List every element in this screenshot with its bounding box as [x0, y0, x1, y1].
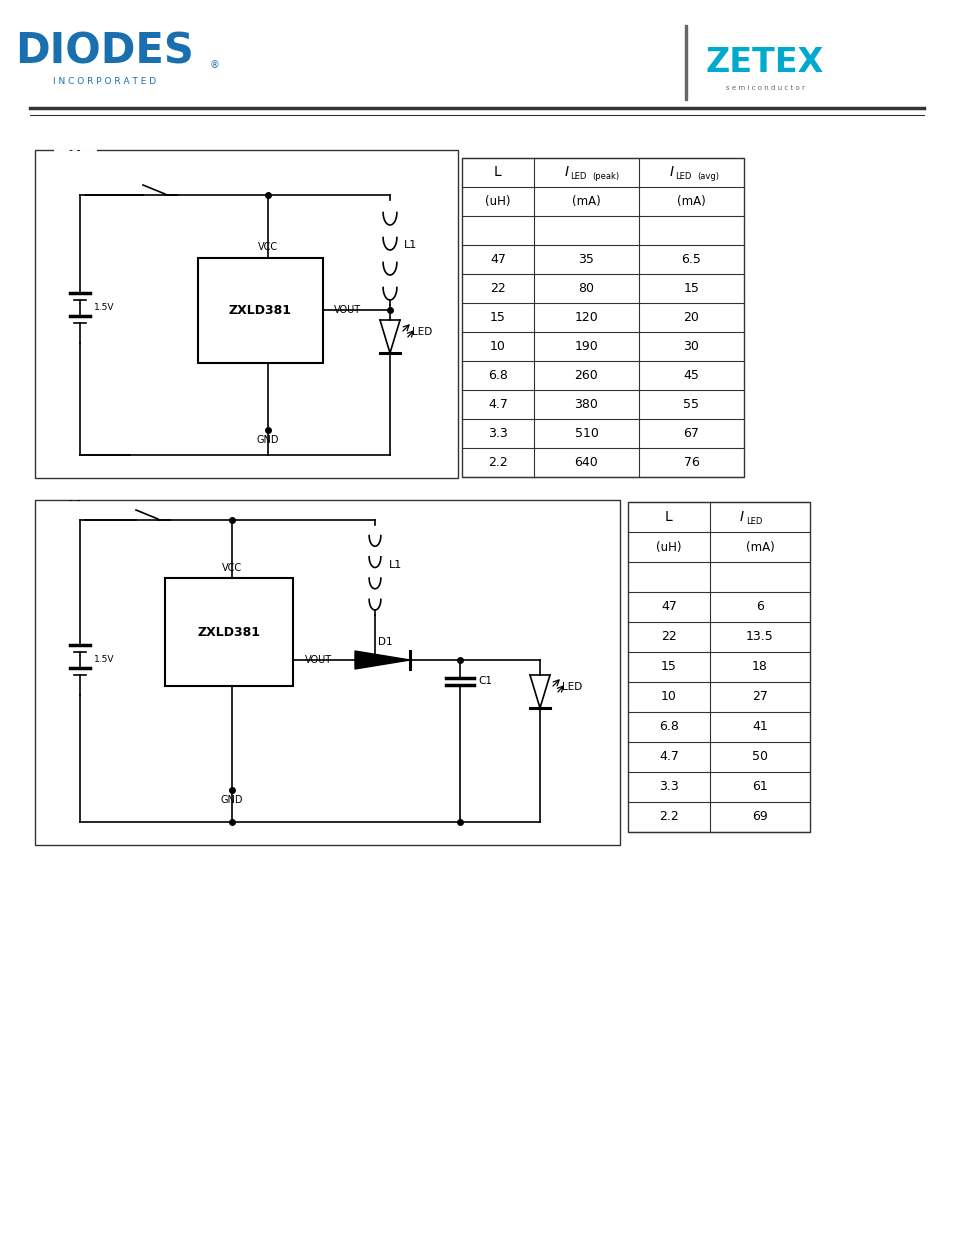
Text: 260: 260 — [574, 369, 598, 382]
Bar — [35, 500, 619, 845]
Text: 50: 50 — [751, 751, 767, 763]
Text: 15: 15 — [660, 661, 677, 673]
Text: VOUT: VOUT — [334, 305, 361, 315]
Text: 35: 35 — [578, 253, 594, 266]
Text: 15: 15 — [490, 311, 505, 324]
Text: L: L — [664, 510, 672, 524]
Text: VCC: VCC — [222, 563, 242, 573]
Text: 1.5V: 1.5V — [94, 656, 114, 664]
Text: 120: 120 — [574, 311, 598, 324]
Text: 76: 76 — [683, 456, 699, 469]
Text: (avg): (avg) — [697, 172, 719, 182]
Text: GND: GND — [220, 795, 243, 805]
Text: 6: 6 — [756, 600, 763, 614]
Text: (mA): (mA) — [572, 195, 600, 207]
Text: 640: 640 — [574, 456, 598, 469]
Text: 510: 510 — [574, 427, 598, 440]
Text: 55: 55 — [682, 398, 699, 411]
Text: 1.5V: 1.5V — [94, 304, 114, 312]
Text: 47: 47 — [490, 253, 505, 266]
Text: (peak): (peak) — [592, 172, 619, 182]
Text: 61: 61 — [751, 781, 767, 794]
Text: 10: 10 — [490, 340, 505, 353]
Text: I: I — [740, 510, 743, 524]
Text: I: I — [669, 165, 673, 179]
Text: 30: 30 — [683, 340, 699, 353]
Polygon shape — [355, 651, 410, 669]
Text: 3.3: 3.3 — [488, 427, 507, 440]
Text: 3.3: 3.3 — [659, 781, 679, 794]
Text: L: L — [494, 165, 501, 179]
Text: 380: 380 — [574, 398, 598, 411]
Text: GND: GND — [256, 435, 279, 445]
Text: L1: L1 — [403, 240, 416, 249]
Text: LED: LED — [412, 327, 432, 337]
Text: 2.2: 2.2 — [488, 456, 507, 469]
Text: 27: 27 — [751, 690, 767, 704]
Text: (mA): (mA) — [745, 541, 774, 553]
Text: 4.7: 4.7 — [659, 751, 679, 763]
Text: DIODES: DIODES — [15, 31, 194, 73]
Text: LED: LED — [745, 516, 761, 526]
Text: ZETEX: ZETEX — [705, 46, 823, 79]
Text: 6.5: 6.5 — [680, 253, 700, 266]
Text: C1: C1 — [477, 676, 492, 685]
Text: 22: 22 — [490, 282, 505, 295]
Text: ZXLD381: ZXLD381 — [229, 304, 292, 317]
Text: 45: 45 — [683, 369, 699, 382]
Text: 6.8: 6.8 — [488, 369, 507, 382]
Text: 190: 190 — [574, 340, 598, 353]
Text: LED: LED — [570, 172, 586, 182]
Bar — [461, 158, 743, 477]
Text: 80: 80 — [578, 282, 594, 295]
Text: LED: LED — [675, 172, 691, 182]
Bar — [165, 578, 293, 685]
Text: 20: 20 — [683, 311, 699, 324]
Text: (mA): (mA) — [677, 195, 705, 207]
Text: D1: D1 — [377, 637, 392, 647]
Text: 41: 41 — [751, 720, 767, 734]
Text: (uH): (uH) — [656, 541, 681, 553]
Text: L1: L1 — [389, 559, 402, 571]
Text: I: I — [564, 165, 568, 179]
Bar — [684, 25, 687, 100]
Bar — [35, 149, 457, 478]
Text: VCC: VCC — [257, 242, 277, 252]
Text: ®: ® — [210, 61, 219, 70]
Text: 2.2: 2.2 — [659, 810, 679, 824]
Text: s e m i c o n d u c t o r: s e m i c o n d u c t o r — [725, 85, 803, 91]
Text: I N C O R P O R A T E D: I N C O R P O R A T E D — [53, 78, 156, 86]
Text: 6.8: 6.8 — [659, 720, 679, 734]
Text: LED: LED — [561, 682, 581, 692]
Text: - -: - - — [70, 144, 81, 156]
Text: VOUT: VOUT — [305, 655, 332, 664]
Text: 4.7: 4.7 — [488, 398, 507, 411]
Text: 47: 47 — [660, 600, 677, 614]
Text: 69: 69 — [751, 810, 767, 824]
Bar — [627, 501, 809, 832]
Text: 10: 10 — [660, 690, 677, 704]
Text: - -: - - — [70, 495, 81, 505]
Text: 13.5: 13.5 — [745, 631, 773, 643]
Text: ZXLD381: ZXLD381 — [197, 625, 260, 638]
Text: 18: 18 — [751, 661, 767, 673]
Text: 67: 67 — [683, 427, 699, 440]
Text: 22: 22 — [660, 631, 677, 643]
Bar — [198, 258, 323, 363]
Text: 15: 15 — [683, 282, 699, 295]
Text: (uH): (uH) — [485, 195, 510, 207]
